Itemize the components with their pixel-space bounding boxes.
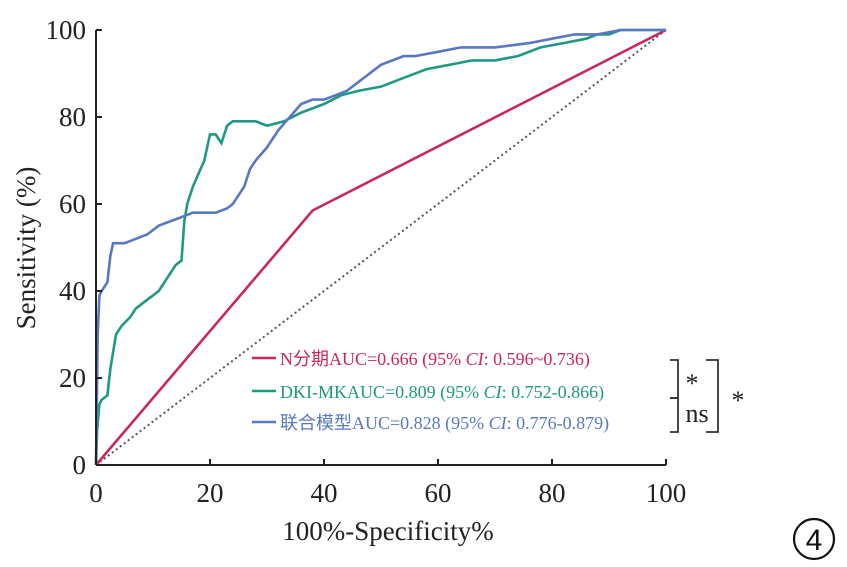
tick-labels: 00 20 20 40 40 60 60 80 80 100 100 — [46, 15, 687, 508]
significance-brackets — [670, 359, 719, 433]
x-tick-label: 20 — [197, 478, 224, 508]
bracket-dki-vs-combined — [670, 397, 679, 433]
y-tick-label: 60 — [59, 189, 86, 219]
significance-label-n-vs-combined: * — [732, 386, 745, 415]
legend: N分期AUC=0.666 (95% CI: 0.596~0.736) DKI-MK… — [252, 349, 609, 434]
y-tick-label: 20 — [59, 363, 86, 393]
combined-model-roc-line — [94, 28, 666, 466]
x-tick-label: 100 — [646, 478, 687, 508]
y-tick-label: 80 — [59, 102, 86, 132]
x-tick-label: 40 — [311, 478, 338, 508]
bracket-n-vs-dki — [670, 359, 679, 399]
x-tick-label: 80 — [539, 478, 566, 508]
y-tick-label: 100 — [46, 15, 87, 45]
n-stage-roc-line — [95, 28, 667, 466]
figure-number-badge: 4 — [792, 517, 836, 561]
figure-number-circle — [792, 517, 836, 561]
x-tick-label: 0 — [89, 478, 103, 508]
x-tick-label: 60 — [425, 478, 452, 508]
legend-entry: N分期AUC=0.666 (95% CI: 0.596~0.736) — [280, 349, 590, 370]
bracket-n-vs-combined — [706, 359, 719, 433]
axes — [95, 30, 666, 466]
figure-number: 4 — [806, 524, 823, 557]
legend-entry: DKI-MKAUC=0.809 (95% CI: 0.752-0.866) — [280, 382, 604, 403]
plot-area — [94, 28, 667, 466]
dki-mk-roc-line — [94, 28, 666, 466]
significance-label-n-vs-dki: * — [686, 369, 699, 398]
y-tick-label: 0 — [73, 450, 87, 480]
x-axis-label: 100%-Specificity% — [282, 516, 493, 546]
legend-entry: 联合模型AUC=0.828 (95% CI: 0.776-0.879) — [280, 413, 609, 434]
y-tick-label: 40 — [59, 276, 86, 306]
significance-label-dki-vs-combined: ns — [685, 399, 708, 428]
y-axis-label: Sensitivity (%) — [11, 167, 41, 330]
